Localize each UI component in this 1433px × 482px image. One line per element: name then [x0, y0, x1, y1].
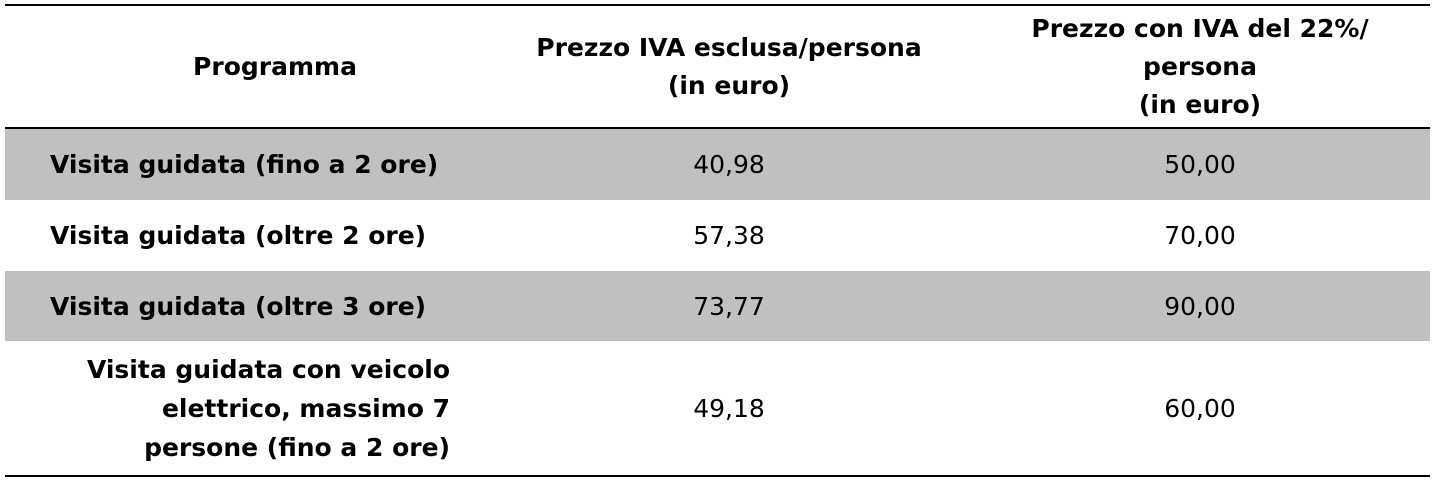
- table-row: Visita guidata con veicolo elettrico, ma…: [5, 341, 1430, 475]
- price-ex-vat: 73,77: [693, 291, 765, 321]
- table-bottom-rule: [5, 475, 1430, 477]
- price-inc-vat: 50,00: [1164, 150, 1236, 179]
- program-name: Visita guidata con veicolo elettrico, ma…: [86, 354, 450, 462]
- table-top-rule: [5, 4, 1430, 6]
- program-name: Visita guidata (oltre 3 ore): [50, 291, 427, 321]
- table-row: Visita guidata (oltre 2 ore) 57,38 70,00: [5, 200, 1430, 271]
- table-row: Visita guidata (oltre 3 ore) 73,77 90,00: [5, 271, 1430, 341]
- price-inc-vat: 90,00: [1164, 291, 1236, 321]
- price-inc-vat: 70,00: [1164, 221, 1236, 250]
- price-ex-vat: 40,98: [693, 150, 765, 179]
- price-ex-vat: 49,18: [693, 393, 765, 423]
- program-name: Visita guidata (oltre 2 ore): [50, 221, 427, 250]
- program-name: Visita guidata (fino a 2 ore): [50, 150, 439, 179]
- table-header-row: Programma Prezzo IVA esclusa/persona (in…: [5, 6, 1430, 127]
- table-row: Visita guidata (fino a 2 ore) 40,98 50,0…: [5, 129, 1430, 200]
- price-inc-vat: 60,00: [1164, 393, 1236, 423]
- header-prezzo-con-iva: Prezzo con IVA del 22%/ persona (in euro…: [1031, 13, 1369, 119]
- price-ex-vat: 57,38: [693, 221, 765, 250]
- header-prezzo-iva-esclusa: Prezzo IVA esclusa/persona (in euro): [536, 32, 922, 100]
- header-programma: Programma: [193, 51, 357, 81]
- header-bottom-rule: [5, 127, 1430, 129]
